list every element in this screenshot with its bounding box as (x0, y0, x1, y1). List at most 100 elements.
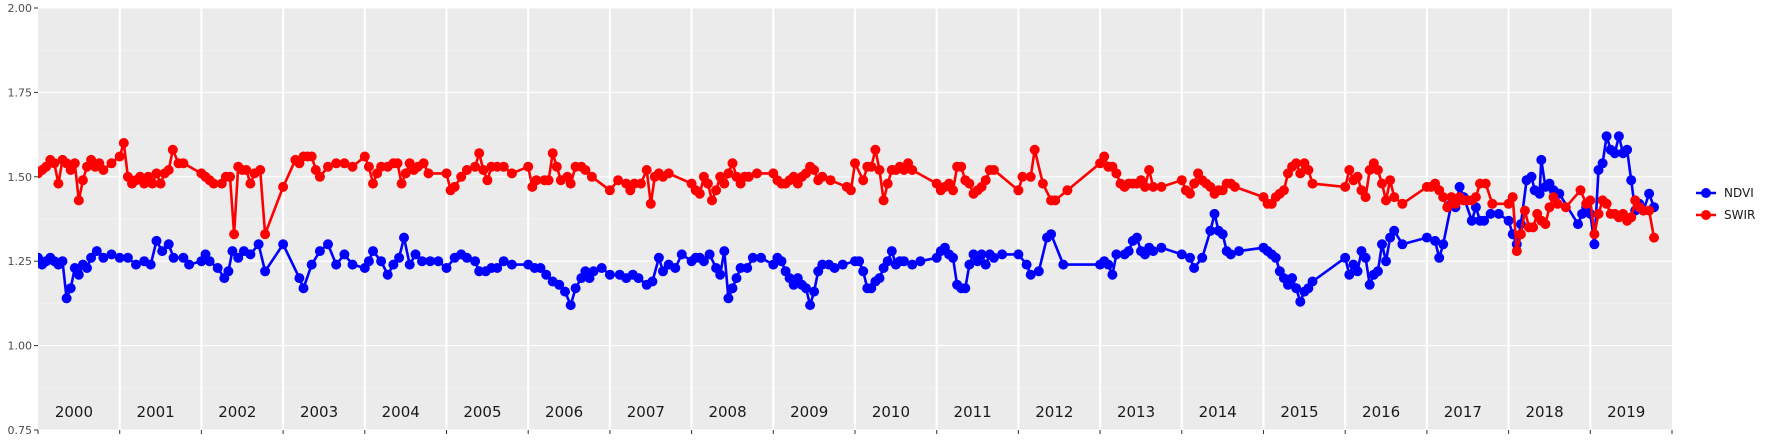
data-point-ndvi (886, 246, 897, 257)
data-point-ndvi (184, 259, 195, 270)
data-point-swir (392, 158, 403, 169)
data-point-swir (1144, 165, 1155, 175)
data-point-swir (825, 175, 836, 186)
data-point-swir (1385, 175, 1396, 186)
y-axis: 0.75 1.00 1.25 1.50 1.75 2.00 (8, 2, 38, 437)
data-point-ndvi (399, 232, 409, 243)
data-point-swir (882, 178, 893, 189)
data-point-swir (1507, 192, 1518, 203)
data-point-swir (482, 175, 493, 186)
data-point-swir (1372, 165, 1383, 175)
data-point-swir (449, 181, 460, 192)
data-point-swir (586, 171, 597, 182)
data-point-ndvi (1111, 249, 1122, 260)
data-point-ndvi (163, 239, 174, 250)
data-point-swir (1025, 171, 1036, 182)
data-point-swir (743, 171, 754, 182)
data-point-ndvi (425, 256, 436, 267)
data-point-ndvi (647, 276, 658, 287)
data-point-swir (1050, 195, 1061, 206)
data-point-ndvi (1025, 269, 1036, 280)
data-point-swir (1626, 212, 1637, 223)
data-point-swir (809, 165, 820, 175)
data-point-ndvi (204, 256, 215, 267)
data-point-ndvi (178, 252, 189, 263)
data-point-swir (208, 178, 219, 189)
data-point-ndvi (756, 252, 766, 263)
data-point-swir (980, 175, 991, 186)
data-point-ndvi (86, 252, 97, 263)
data-point-ndvi (339, 249, 350, 260)
data-point-swir (850, 158, 860, 169)
y-tick-label: 2.00 (8, 2, 33, 15)
data-point-swir (870, 144, 881, 155)
data-point-swir (663, 168, 674, 179)
data-point-swir (339, 158, 350, 169)
data-point-swir (363, 161, 374, 172)
data-point-ndvi (1622, 144, 1633, 155)
legend-label-ndvi: NDVI (1724, 186, 1754, 200)
data-point-ndvi (776, 256, 787, 267)
data-point-ndvi (1626, 175, 1637, 186)
data-point-swir (1340, 181, 1351, 192)
x-year-label: 2008 (708, 403, 746, 421)
data-point-ndvi (294, 273, 305, 284)
data-point-ndvi (1103, 259, 1114, 270)
data-point-swir (368, 178, 378, 189)
data-point-ndvi (1503, 215, 1514, 226)
data-point-swir (1519, 205, 1530, 216)
data-point-swir (1377, 178, 1387, 189)
data-point-swir (711, 185, 722, 196)
data-point-swir (866, 161, 877, 172)
data-point-ndvi (278, 239, 289, 250)
x-year-label: 2003 (300, 403, 338, 421)
data-point-ndvi (1291, 283, 1302, 294)
data-point-ndvi (82, 263, 92, 273)
data-point-ndvi (715, 269, 726, 280)
data-point-ndvi (1021, 259, 1032, 270)
data-point-ndvi (570, 283, 581, 294)
y-tick-label: 1.50 (8, 171, 33, 184)
data-point-ndvi (1493, 208, 1504, 219)
data-point-swir (98, 165, 109, 175)
data-point-swir (474, 148, 485, 159)
legend-label-swir: SWIR (1724, 208, 1755, 222)
data-point-ndvi (404, 259, 415, 270)
data-point-ndvi (658, 266, 668, 277)
data-point-swir (106, 158, 117, 169)
x-year-label: 2019 (1607, 403, 1645, 421)
data-point-ndvi (1013, 249, 1024, 260)
data-point-ndvi (670, 263, 681, 273)
data-point-ndvi (363, 256, 374, 267)
data-point-ndvi (394, 252, 405, 263)
data-point-ndvi (1234, 246, 1244, 257)
data-point-swir (506, 168, 517, 179)
data-point-ndvi (915, 256, 926, 267)
x-year-label: 2016 (1362, 403, 1400, 421)
data-point-ndvi (1352, 266, 1363, 277)
data-point-swir (1176, 175, 1187, 186)
data-point-ndvi (91, 246, 102, 257)
x-year-label: 2005 (463, 403, 501, 421)
series-layer (38, 131, 1659, 311)
data-point-swir (178, 158, 189, 169)
data-point-ndvi (1107, 269, 1118, 280)
data-point-ndvi (560, 286, 570, 297)
data-point-swir (1291, 158, 1302, 169)
data-point-ndvi (1536, 154, 1547, 165)
data-point-ndvi (1225, 249, 1236, 260)
data-point-swir (641, 165, 652, 175)
data-point-swir (461, 165, 472, 175)
data-point-swir (1540, 219, 1551, 230)
data-point-swir (396, 178, 407, 189)
data-point-ndvi (907, 259, 918, 270)
x-year-label: 2017 (1444, 403, 1482, 421)
data-point-ndvi (1381, 256, 1391, 267)
data-point-ndvi (541, 269, 552, 280)
data-point-swir (1515, 229, 1526, 240)
data-point-swir (1381, 195, 1391, 206)
data-point-swir (1589, 229, 1600, 240)
data-point-ndvi (565, 300, 576, 311)
data-point-ndvi (809, 286, 820, 297)
